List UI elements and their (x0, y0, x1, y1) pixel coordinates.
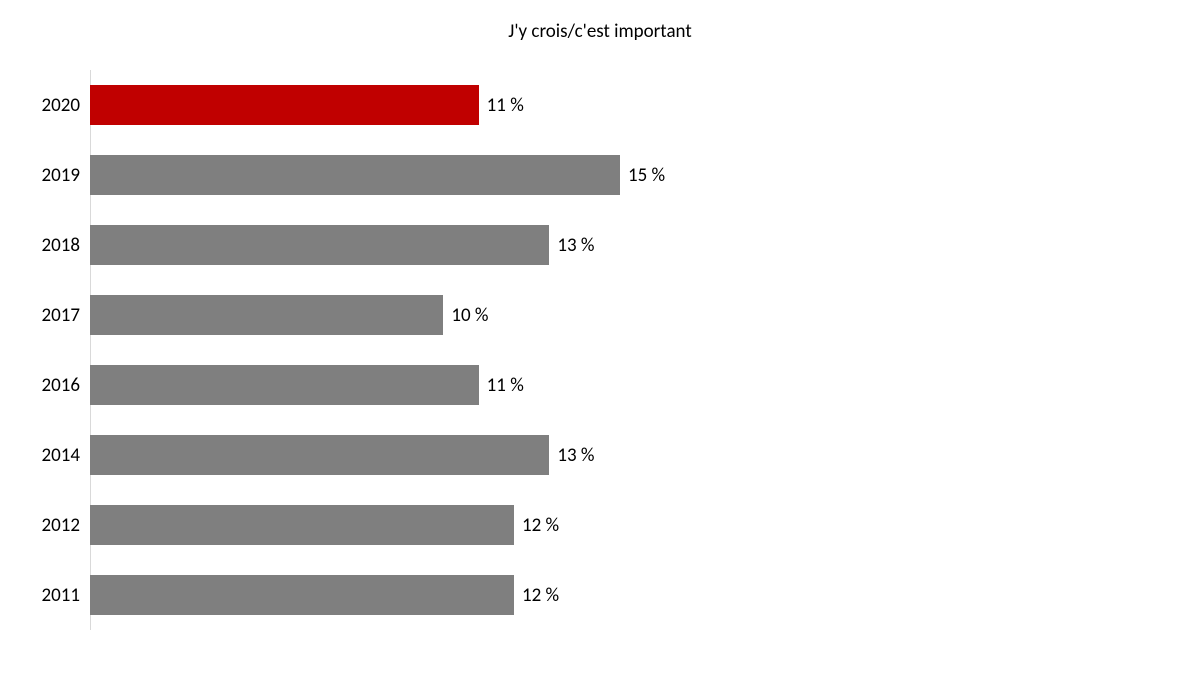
category-label: 2014 (20, 444, 80, 467)
category-label: 2018 (20, 234, 80, 257)
bar-row: 201915 % (90, 155, 1150, 195)
data-label: 13 % (557, 234, 594, 257)
bar (90, 365, 479, 405)
plot-area: 202011 % 201915 % 201813 % 201710 % 201611 %… (90, 70, 1150, 630)
bar-row: 201611 % (90, 365, 1150, 405)
bar (90, 295, 443, 335)
bar (90, 225, 549, 265)
data-label: 11 % (487, 374, 524, 397)
chart-title: J'y crois/c'est important (0, 20, 1200, 43)
data-label: 15 % (628, 164, 665, 187)
y-axis-line (90, 70, 91, 630)
category-label: 2012 (20, 514, 80, 537)
category-label: 2020 (20, 94, 80, 117)
bar-chart: J'y crois/c'est important 202011 %201915… (0, 0, 1200, 675)
bar-row: 201413 % (90, 435, 1150, 475)
bar (90, 575, 514, 615)
category-label: 2017 (20, 304, 80, 327)
bar-row: 201710 % (90, 295, 1150, 335)
category-label: 2016 (20, 374, 80, 397)
category-label: 2019 (20, 164, 80, 187)
bar (90, 85, 479, 125)
data-label: 11 % (487, 94, 524, 117)
bar-row: 201112 % (90, 575, 1150, 615)
bar (90, 435, 549, 475)
bar (90, 505, 514, 545)
bar-row: 201212 % (90, 505, 1150, 545)
data-label: 13 % (557, 444, 594, 467)
bar-row: 202011 % (90, 85, 1150, 125)
data-label: 10 % (451, 304, 488, 327)
category-label: 2011 (20, 584, 80, 607)
data-label: 12 % (522, 514, 559, 537)
data-label: 12 % (522, 584, 559, 607)
bar-row: 201813 % (90, 225, 1150, 265)
bar (90, 155, 620, 195)
